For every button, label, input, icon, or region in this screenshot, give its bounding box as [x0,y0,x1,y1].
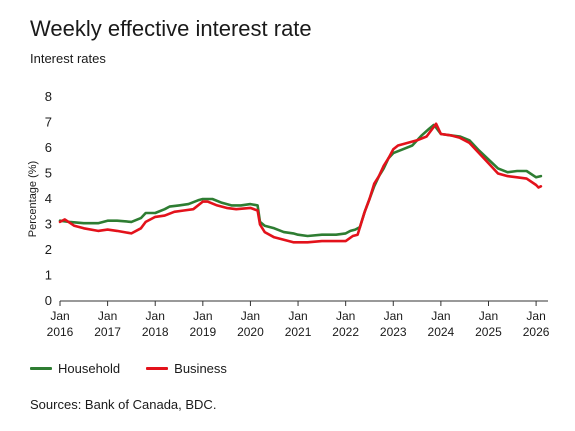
x-tick-year: 2023 [380,325,407,339]
x-tick-month: Jan [288,309,307,323]
x-tick-year: 2025 [475,325,502,339]
legend-swatch-household [30,367,52,370]
x-tick-year: 2026 [523,325,550,339]
x-tick-month: Jan [241,309,260,323]
legend-item-household: Household [30,361,120,376]
chart-title: Weekly effective interest rate [30,16,312,41]
y-tick-label: 7 [45,115,52,130]
y-tick-label: 2 [45,242,52,257]
legend: Household Business [30,361,227,376]
x-tick-month: Jan [526,309,545,323]
y-tick-label: 1 [45,268,52,283]
x-tick-month: Jan [384,309,403,323]
y-tick-label: 0 [45,293,52,308]
x-tick-month: Jan [479,309,498,323]
x-tick-year: 2016 [47,325,74,339]
x-tick-year: 2020 [237,325,264,339]
series-line-business [58,122,543,244]
y-tick-label: 5 [45,166,52,181]
x-tick-year: 2018 [142,325,169,339]
x-tick-month: Jan [50,309,69,323]
x-tick-year: 2021 [285,325,312,339]
y-tick-label: 6 [45,140,52,155]
source-note: Sources: Bank of Canada, BDC. [30,397,217,412]
chart-subtitle: Interest rates [30,51,106,66]
x-tick-month: Jan [98,309,117,323]
legend-label-business: Business [174,361,227,376]
x-tick-year: 2019 [189,325,216,339]
x-tick-month: Jan [431,309,450,323]
y-tick-label: 3 [45,217,52,232]
y-tick-label: 8 [45,89,52,104]
y-axis-label: Percentage (%) [27,161,39,237]
y-tick-label: 4 [45,191,52,206]
x-tick-year: 2022 [332,325,359,339]
legend-item-business: Business [146,361,227,376]
legend-label-household: Household [58,361,121,376]
x-tick-month: Jan [193,309,212,323]
x-tick-year: 2017 [94,325,121,339]
legend-swatch-business [146,367,169,370]
x-tick-month: Jan [336,309,355,323]
x-tick-year: 2024 [428,325,455,339]
x-tick-month: Jan [146,309,165,323]
